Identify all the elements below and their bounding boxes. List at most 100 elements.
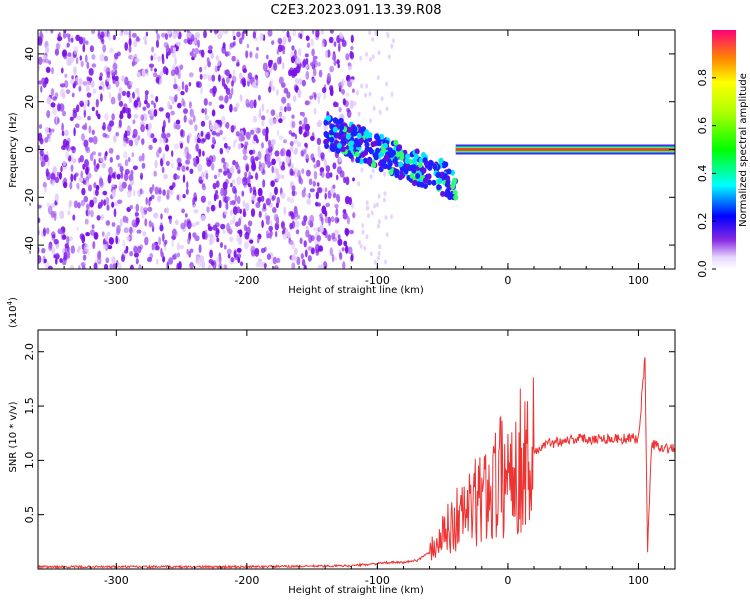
noise-blob [99, 53, 105, 62]
noise-blob [108, 91, 112, 99]
noise-blob [168, 95, 173, 101]
noise-blob [200, 120, 206, 127]
noise-blob [44, 30, 48, 34]
noise-blob [38, 144, 41, 151]
noise-blob [201, 108, 205, 114]
noise-blob [195, 255, 200, 265]
noise-blob [97, 251, 102, 260]
noise-blob [46, 227, 50, 235]
signal-blob [329, 144, 335, 151]
snr-x-tick-label: -100 [365, 574, 390, 587]
noise-blob [75, 77, 79, 82]
noise-blob [209, 124, 214, 130]
noise-blob [193, 209, 199, 214]
noise-blob [312, 68, 317, 77]
noise-blob [249, 99, 255, 109]
noise-blob [247, 183, 251, 188]
signal-blob [348, 152, 354, 159]
noise-blob [60, 165, 63, 173]
noise-blob [236, 253, 242, 259]
noise-blob [134, 138, 139, 146]
noise-blob [305, 35, 310, 41]
noise-blob [151, 222, 154, 230]
signal-blob [397, 144, 403, 151]
noise-blob [365, 200, 369, 206]
noise-blob [347, 62, 352, 67]
noise-blob [141, 162, 146, 169]
noise-blob [98, 76, 103, 81]
noise-blob [99, 72, 103, 78]
signal-blob [394, 172, 400, 178]
noise-blob [135, 37, 141, 42]
noise-blob [215, 55, 219, 61]
noise-blob [224, 210, 228, 216]
noise-blob [57, 117, 60, 124]
noise-blob [73, 200, 78, 209]
noise-blob [83, 195, 89, 203]
signal-blob [355, 141, 361, 148]
noise-blob [142, 106, 147, 111]
noise-blob [72, 214, 76, 221]
noise-blob [321, 216, 324, 226]
noise-blob [387, 54, 391, 60]
noise-blob [311, 78, 316, 83]
noise-blob [351, 202, 354, 209]
noise-blob [317, 187, 323, 194]
signal-blob [345, 133, 351, 140]
noise-blob [91, 106, 95, 112]
noise-blob [193, 115, 196, 123]
noise-blob [46, 96, 52, 105]
noise-blob [140, 114, 145, 121]
noise-blob [229, 200, 233, 206]
signal-blob [381, 147, 387, 154]
noise-blob [181, 81, 185, 90]
noise-blob [183, 150, 187, 158]
noise-blob [51, 107, 57, 116]
noise-blob [70, 164, 74, 172]
noise-blob [371, 168, 375, 174]
noise-blob [278, 76, 284, 85]
noise-blob [214, 65, 218, 73]
noise-blob [257, 187, 263, 197]
noise-blob [78, 85, 82, 92]
noise-blob [64, 243, 70, 249]
spectrogram-x-tick-label: -200 [234, 274, 259, 287]
noise-blob [101, 231, 105, 237]
noise-blob [85, 99, 89, 106]
noise-blob [276, 129, 280, 137]
signal-blob [335, 132, 340, 139]
noise-blob [305, 169, 311, 177]
noise-blob [283, 139, 287, 144]
noise-blob [186, 181, 189, 189]
noise-blob [329, 30, 334, 34]
signal-blob [375, 135, 381, 142]
noise-blob [361, 229, 365, 235]
noise-blob [212, 182, 217, 190]
noise-blob [100, 81, 105, 87]
noise-blob [136, 91, 140, 99]
noise-blob [44, 185, 47, 193]
snr-series-line [38, 357, 675, 569]
noise-blob [39, 149, 44, 157]
noise-blob [148, 220, 152, 228]
noise-blob [119, 165, 124, 173]
noise-blob [81, 187, 86, 196]
noise-blob [85, 209, 89, 217]
noise-blob [129, 264, 134, 269]
noise-blob [198, 176, 202, 181]
noise-blob [282, 233, 288, 240]
noise-blob [188, 251, 192, 258]
noise-blob [277, 37, 283, 45]
signal-blob [382, 142, 388, 149]
noise-blob [76, 182, 80, 189]
signal-blob [431, 179, 437, 186]
noise-blob [204, 232, 208, 240]
noise-blob [257, 150, 262, 160]
noise-blob [189, 168, 194, 174]
noise-blob [184, 84, 189, 93]
noise-blob [323, 92, 327, 100]
noise-blob [47, 265, 53, 269]
noise-blob [267, 30, 273, 37]
noise-blob [86, 76, 91, 81]
